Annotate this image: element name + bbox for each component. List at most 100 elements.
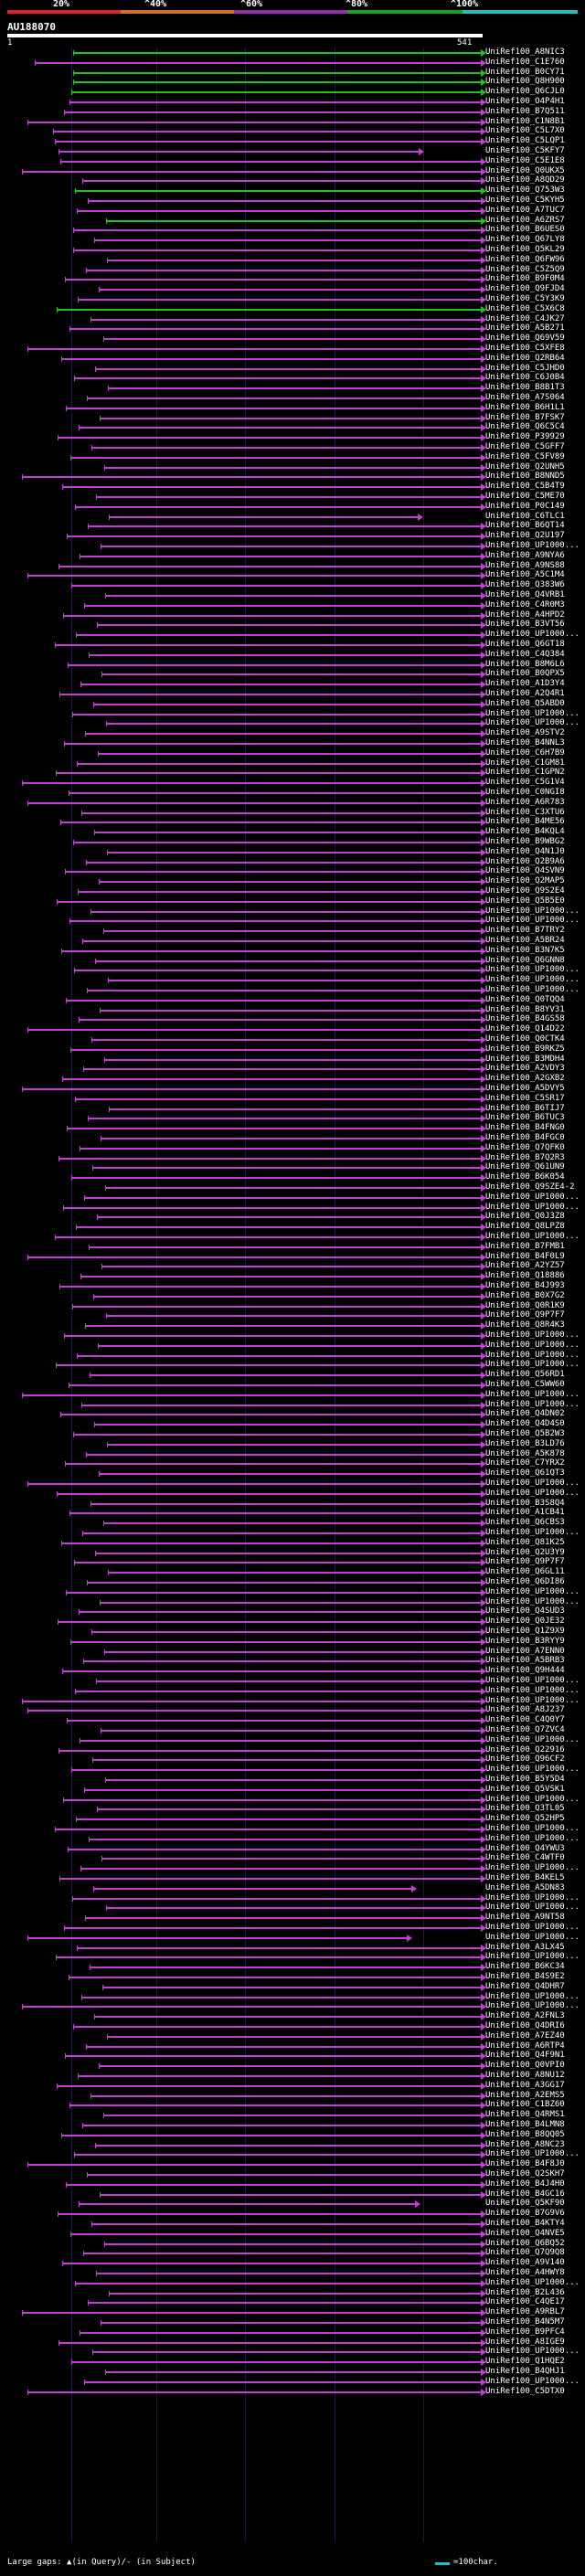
hit-row[interactable]: UniRef100_UP1000... [0,965,585,975]
hit-accession-link[interactable]: UniRef100_UP1000... [485,1389,580,1399]
hit-row[interactable]: UniRef100_A8J237 [0,1705,585,1715]
hit-row[interactable]: UniRef100_UP1000... [0,1193,585,1203]
hit-accession-link[interactable]: UniRef100_Q4NVE5 [485,2228,565,2238]
hit-accession-link[interactable]: UniRef100_Q18886 [485,1271,565,1281]
hit-accession-link[interactable]: UniRef100_UP1000... [485,1991,580,2001]
hit-accession-link[interactable]: UniRef100_Q9P7F7 [485,1310,565,1320]
hit-accession-link[interactable]: UniRef100_UP1000... [485,2376,580,2386]
hit-row[interactable]: UniRef100_UP1000... [0,1824,585,1834]
hit-accession-link[interactable]: UniRef100_A7EZ40 [485,2030,565,2041]
hit-row[interactable]: UniRef100_Q4VRB1 [0,590,585,600]
hit-accession-link[interactable]: UniRef100_Q0CTK4 [485,1034,565,1044]
hit-row[interactable]: UniRef100_C3XTU6 [0,808,585,818]
hit-row[interactable]: UniRef100_Q56RD1 [0,1370,585,1380]
hit-accession-link[interactable]: UniRef100_UP1000... [485,1794,580,1804]
hit-accession-link[interactable]: UniRef100_B8B1T3 [485,383,565,393]
hit-row[interactable]: UniRef100_A9NT58 [0,1913,585,1923]
hit-row[interactable]: UniRef100_UP1000... [0,1765,585,1775]
hit-accession-link[interactable]: UniRef100_A2Q4R1 [485,689,565,698]
hit-row[interactable]: UniRef100_Q5B5E0 [0,896,585,906]
hit-row[interactable]: UniRef100_Q6FW96 [0,255,585,265]
hit-row[interactable]: UniRef100_UP1000... [0,1834,585,1844]
hit-accession-link[interactable]: UniRef100_A9STV2 [485,728,565,738]
hit-row[interactable]: UniRef100_B3MDH4 [0,1055,585,1065]
hit-accession-link[interactable]: UniRef100_Q6C5C4 [485,422,565,432]
hit-row[interactable]: UniRef100_UP1000... [0,985,585,995]
hit-accession-link[interactable]: UniRef100_UP1000... [485,2001,580,2011]
hit-accession-link[interactable]: UniRef100_C5KFY7 [485,146,565,155]
hit-row[interactable]: UniRef100_Q96CF2 [0,1754,585,1765]
hit-row[interactable]: UniRef100_C5X6C8 [0,304,585,314]
hit-accession-link[interactable]: UniRef100_Q4DRI6 [485,2021,565,2030]
hit-row[interactable]: UniRef100_C6TLC1 [0,512,585,522]
hit-accession-link[interactable]: UniRef100_C5DTX0 [485,2386,565,2396]
hit-row[interactable]: UniRef100_B4LMN8 [0,2120,585,2130]
hit-row[interactable]: UniRef100_B9F0M4 [0,274,585,284]
hit-accession-link[interactable]: UniRef100_UP1000... [485,1586,580,1596]
hit-accession-link[interactable]: UniRef100_Q6CJL0 [485,87,565,97]
hit-accession-link[interactable]: UniRef100_C4Q0Y7 [485,1715,565,1725]
hit-accession-link[interactable]: UniRef100_B8QQ05 [485,2129,565,2139]
hit-accession-link[interactable]: UniRef100_A3LX45 [485,1942,565,1952]
hit-row[interactable]: UniRef100_Q2U3Y9 [0,1548,585,1558]
hit-accession-link[interactable]: UniRef100_Q2U3Y9 [485,1547,565,1557]
hit-row[interactable]: UniRef100_B4KTY4 [0,2219,585,2229]
hit-row[interactable]: UniRef100_B9RKZ5 [0,1044,585,1055]
hit-row[interactable]: UniRef100_UP1000... [0,630,585,640]
hit-row[interactable]: UniRef100_Q2U197 [0,531,585,541]
hit-accession-link[interactable]: UniRef100_Q5B2W3 [485,1429,565,1438]
hit-row[interactable]: UniRef100_B3RYY9 [0,1637,585,1647]
hit-accession-link[interactable]: UniRef100_C5FV89 [485,451,565,461]
hit-row[interactable]: UniRef100_P0C149 [0,502,585,512]
hit-row[interactable]: UniRef100_UP1000... [0,1203,585,1213]
hit-row[interactable]: UniRef100_Q9SZE4-2 [0,1182,585,1193]
hit-row[interactable]: UniRef100_B4ME56 [0,817,585,827]
hit-accession-link[interactable]: UniRef100_Q7Q9Q8 [485,2248,565,2258]
hit-row[interactable]: UniRef100_UP1000... [0,1597,585,1607]
hit-accession-link[interactable]: UniRef100_A5C1M4 [485,570,565,580]
hit-row[interactable]: UniRef100_UP1000... [0,1232,585,1242]
hit-accession-link[interactable]: UniRef100_C5SR17 [485,1093,565,1103]
hit-row[interactable]: UniRef100_UP1000... [0,2377,585,2387]
hit-accession-link[interactable]: UniRef100_Q9P7F7 [485,1557,565,1567]
hit-accession-link[interactable]: UniRef100_B3RYY9 [485,1636,565,1646]
hit-row[interactable]: UniRef100_C5Y3K9 [0,294,585,304]
hit-row[interactable]: UniRef100_Q8R4K3 [0,1320,585,1330]
hit-accession-link[interactable]: UniRef100_Q2B9A6 [485,856,565,866]
hit-row[interactable]: UniRef100_C1BZ60 [0,2100,585,2110]
hit-row[interactable]: UniRef100_A9STV2 [0,728,585,738]
hit-accession-link[interactable]: UniRef100_Q81K25 [485,1537,565,1547]
hit-row[interactable]: UniRef100_Q6CBS3 [0,1518,585,1528]
hit-row[interactable]: UniRef100_C5L7X0 [0,126,585,136]
hit-accession-link[interactable]: UniRef100_C5KYH5 [485,196,565,205]
hit-accession-link[interactable]: UniRef100_A4HPD2 [485,610,565,620]
hit-accession-link[interactable]: UniRef100_B6TUC3 [485,1113,565,1123]
hit-accession-link[interactable]: UniRef100_UP1000... [485,1350,580,1360]
hit-accession-link[interactable]: UniRef100_UP1000... [485,1232,580,1241]
hit-row[interactable]: UniRef100_A4HPD2 [0,610,585,620]
hit-row[interactable]: UniRef100_Q753W3 [0,186,585,196]
hit-row[interactable]: UniRef100_A5C1M4 [0,570,585,580]
hit-accession-link[interactable]: UniRef100_C1BZ60 [485,2100,565,2110]
hit-accession-link[interactable]: UniRef100_UP1000... [485,1676,580,1685]
hit-accession-link[interactable]: UniRef100_A8NU12 [485,2071,565,2080]
hit-row[interactable]: UniRef100_UP1000... [0,1489,585,1499]
hit-accession-link[interactable]: UniRef100_Q0R1K9 [485,1300,565,1310]
hit-accession-link[interactable]: UniRef100_Q7ZVC4 [485,1725,565,1734]
hit-accession-link[interactable]: UniRef100_B4KTY4 [485,2219,565,2228]
hit-row[interactable]: UniRef100_A9NS88 [0,561,585,571]
hit-accession-link[interactable]: UniRef100_UP1000... [485,1932,580,1942]
hit-row[interactable]: UniRef100_Q6GL11 [0,1567,585,1577]
hit-row[interactable]: UniRef100_UP1000... [0,1933,585,1943]
hit-row[interactable]: UniRef100_C5GFF7 [0,442,585,452]
hit-accession-link[interactable]: UniRef100_Q5KF90 [485,2199,565,2209]
hit-accession-link[interactable]: UniRef100_C1N8B1 [485,116,565,126]
hit-row[interactable]: UniRef100_UP1000... [0,1735,585,1745]
hit-accession-link[interactable]: UniRef100_Q6DI86 [485,1577,565,1586]
hit-row[interactable]: UniRef100_Q2UNH5 [0,462,585,472]
hit-row[interactable]: UniRef100_Q6GT18 [0,640,585,650]
hit-accession-link[interactable]: UniRef100_C5Y3K9 [485,294,565,303]
hit-row[interactable]: UniRef100_UP1000... [0,916,585,926]
hit-row[interactable]: UniRef100_Q0J3Z8 [0,1212,585,1222]
hit-row[interactable]: UniRef100_UP1000... [0,1893,585,1903]
